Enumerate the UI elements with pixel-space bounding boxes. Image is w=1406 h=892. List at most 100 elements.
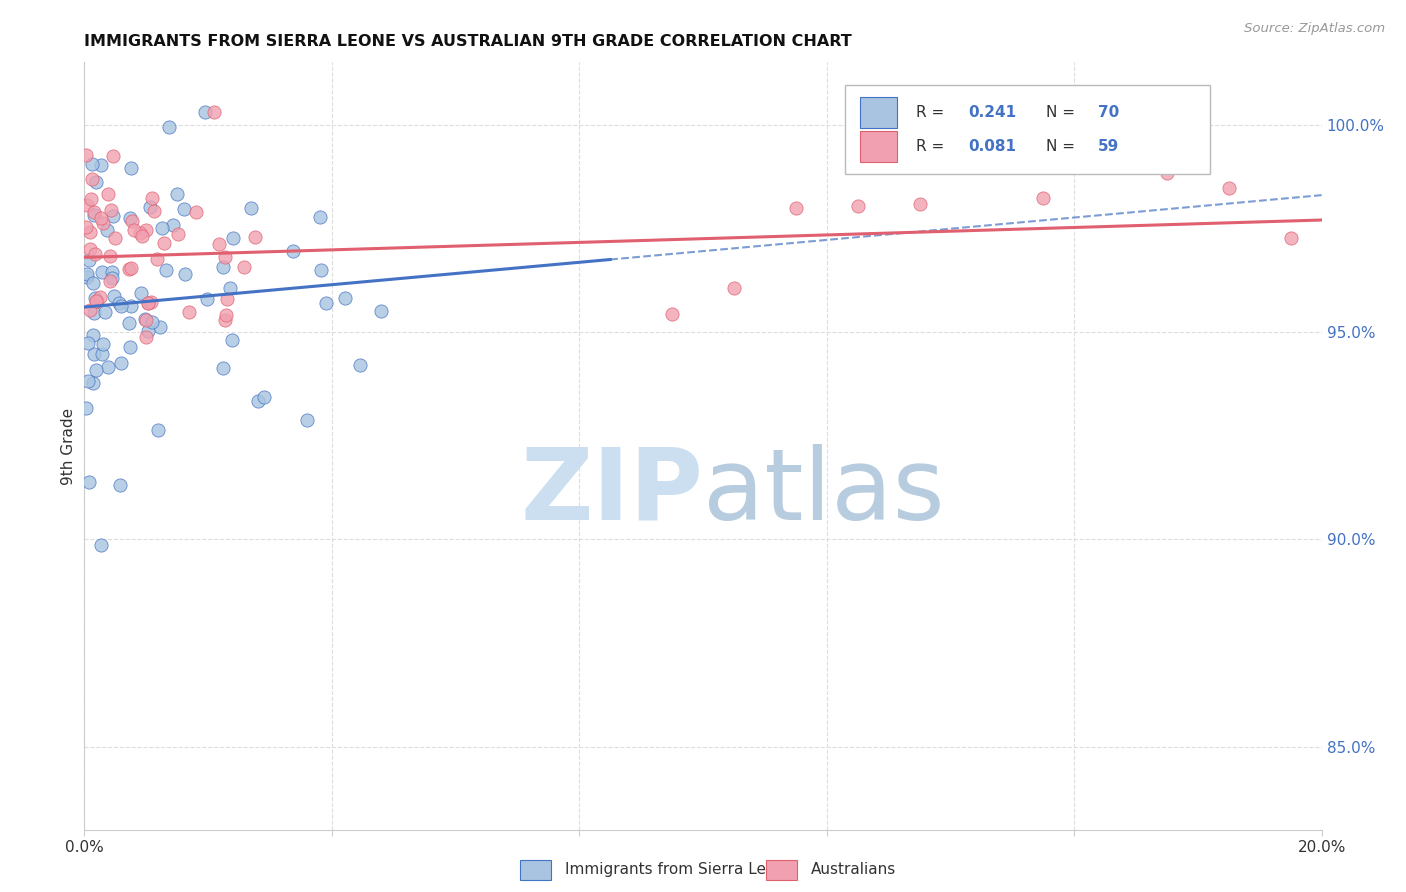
Point	[173, 202, 195, 216]
Point	[179, 305, 201, 319]
Point	[84, 175, 107, 189]
Point	[146, 252, 169, 267]
Point	[1032, 191, 1054, 205]
Text: R =: R =	[915, 139, 949, 154]
Point	[82, 376, 104, 390]
Text: 70: 70	[1098, 104, 1119, 120]
Point	[101, 270, 124, 285]
Y-axis label: 9th Grade: 9th Grade	[60, 408, 76, 484]
Point	[76, 198, 98, 212]
Point	[295, 413, 318, 427]
Point	[110, 299, 132, 313]
Point	[75, 148, 97, 162]
Point	[1218, 180, 1240, 194]
Text: 0.081: 0.081	[967, 139, 1015, 154]
Point	[118, 262, 141, 277]
Point	[846, 199, 869, 213]
Point	[76, 374, 98, 388]
Bar	[860, 131, 897, 162]
Point	[83, 208, 105, 222]
Text: N =: N =	[1046, 104, 1080, 120]
Point	[219, 281, 242, 295]
Point	[79, 225, 101, 239]
Point	[86, 363, 108, 377]
Point	[118, 316, 141, 330]
Point	[150, 220, 173, 235]
Point	[120, 260, 142, 275]
Point	[101, 149, 124, 163]
Point	[120, 161, 142, 175]
Point	[75, 220, 97, 235]
Point	[80, 171, 103, 186]
Point	[108, 296, 131, 310]
Point	[131, 229, 153, 244]
Point	[253, 391, 276, 405]
Point	[103, 289, 125, 303]
Point	[76, 268, 98, 282]
Point	[153, 236, 176, 251]
Point	[90, 158, 112, 172]
Point	[202, 105, 225, 120]
Point	[98, 274, 121, 288]
Text: Immigrants from Sierra Leone: Immigrants from Sierra Leone	[565, 863, 794, 877]
Point	[333, 291, 356, 305]
Point	[98, 249, 121, 263]
Text: IMMIGRANTS FROM SIERRA LEONE VS AUSTRALIAN 9TH GRADE CORRELATION CHART: IMMIGRANTS FROM SIERRA LEONE VS AUSTRALI…	[84, 34, 852, 49]
Point	[240, 202, 263, 216]
Point	[233, 260, 256, 274]
Point	[82, 276, 104, 290]
Point	[124, 223, 146, 237]
Point	[135, 312, 157, 326]
Point	[118, 211, 141, 225]
Point	[309, 210, 332, 224]
Text: ZIP: ZIP	[520, 443, 703, 541]
Point	[149, 320, 172, 334]
Point	[134, 311, 156, 326]
Point	[136, 324, 159, 338]
Point	[76, 335, 98, 350]
Point	[100, 203, 122, 218]
Point	[155, 262, 177, 277]
Point	[93, 305, 115, 319]
Point	[118, 340, 141, 354]
Point	[97, 359, 120, 374]
Point	[309, 262, 332, 277]
Point	[91, 336, 114, 351]
Text: Source: ZipAtlas.com: Source: ZipAtlas.com	[1244, 22, 1385, 36]
Point	[139, 294, 162, 309]
Point	[83, 205, 105, 219]
Point	[101, 209, 124, 223]
Point	[212, 260, 235, 274]
Point	[90, 537, 112, 551]
Point	[174, 267, 197, 281]
Point	[97, 187, 120, 202]
Point	[283, 244, 305, 259]
Point	[135, 330, 157, 344]
Point	[86, 294, 108, 309]
Point	[141, 315, 163, 329]
Point	[90, 211, 112, 226]
Point	[75, 401, 97, 415]
Point	[211, 360, 233, 375]
Point	[221, 333, 243, 347]
Point	[1094, 158, 1116, 172]
Point	[349, 358, 371, 372]
Point	[215, 308, 238, 322]
Point	[121, 213, 143, 227]
Point	[76, 269, 98, 284]
Text: Australians: Australians	[811, 863, 897, 877]
Point	[108, 478, 131, 492]
Point	[785, 201, 807, 215]
Point	[146, 423, 169, 437]
Point	[970, 105, 993, 120]
Text: 0.241: 0.241	[967, 104, 1017, 120]
Point	[194, 105, 217, 120]
Point	[131, 286, 153, 301]
Point	[157, 120, 180, 135]
Point	[1279, 231, 1302, 245]
Point	[184, 204, 207, 219]
Point	[1156, 166, 1178, 180]
Point	[136, 296, 159, 310]
Point	[82, 327, 104, 342]
Point	[908, 197, 931, 211]
